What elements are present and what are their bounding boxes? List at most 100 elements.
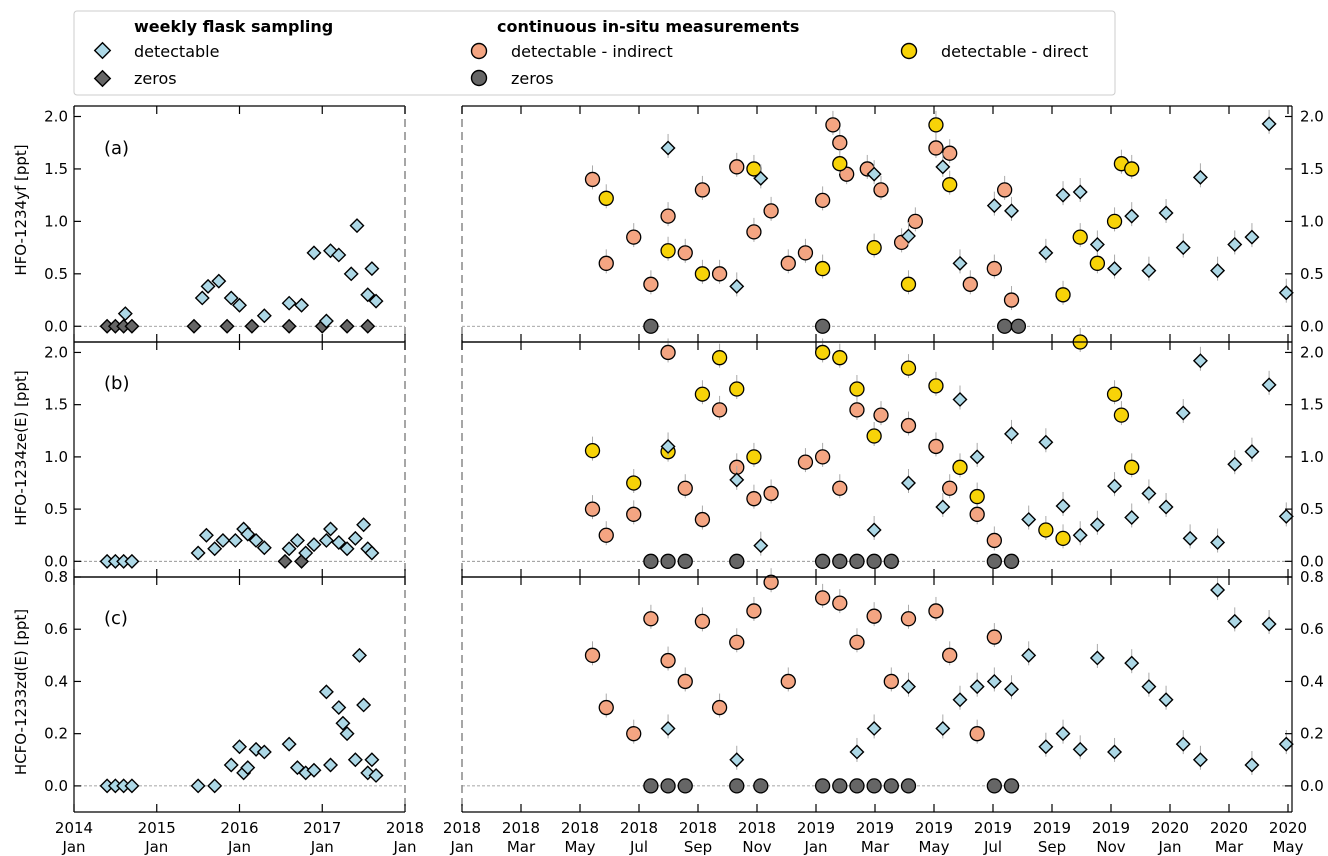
flask-detectable-point: [331, 535, 347, 551]
insitu-indirect-point: [928, 140, 944, 156]
insitu-direct-point: [660, 243, 676, 259]
flask-detectable-point: [323, 521, 339, 537]
flask-detectable-point: [729, 752, 745, 768]
flask-detectable-point: [866, 720, 882, 736]
insitu-direct-point: [1072, 229, 1088, 245]
insitu-indirect-point: [763, 485, 779, 502]
flask-detectable-point: [1021, 512, 1037, 528]
flask-detectable-point: [198, 527, 214, 543]
y-tick-label-left: 0.0: [44, 777, 68, 795]
flask-detectable-point: [306, 537, 322, 553]
flask-detectable-point: [232, 297, 247, 313]
flask-detectable-point: [318, 684, 334, 700]
insitu-zero-point: [643, 553, 659, 569]
insitu-direct-point: [849, 381, 865, 397]
flask-detectable-point: [1227, 456, 1243, 472]
legend-insitu-indirect-label: detectable - indirect: [511, 42, 673, 61]
flask-detectable-point: [368, 767, 384, 783]
insitu-indirect-point: [832, 135, 848, 151]
x-tick-label-month: Jan: [449, 838, 473, 856]
x-tick-label-year: 2018: [620, 819, 658, 837]
panel-b-ylabel: HFO-1234ze(E) [ppt]: [12, 370, 30, 525]
flask-detectable-point: [1244, 444, 1260, 460]
x-tick-label-year: 2018: [679, 819, 717, 837]
x-tick-label-month: Nov: [1096, 838, 1125, 856]
flask-detectable-point: [969, 679, 985, 695]
y-tick-label-left: 2.0: [44, 343, 68, 361]
flask-detectable-point: [223, 290, 239, 306]
insitu-direct-point: [1055, 530, 1071, 547]
insitu-indirect-point: [660, 208, 676, 224]
y-tick-label-left: 1.5: [44, 396, 68, 414]
insitu-indirect-point: [832, 595, 848, 611]
flask-detectable-point: [849, 744, 865, 760]
flask-detectable-point: [240, 760, 256, 776]
panel-c-letter: (c): [104, 608, 128, 629]
legend-frame: [73, 10, 1116, 96]
flask-detectable-point: [294, 297, 310, 313]
flask-detectable-point: [1038, 245, 1054, 261]
insitu-indirect-point: [986, 260, 1002, 277]
insitu-indirect-point: [969, 506, 985, 522]
flask-detectable-point: [1089, 236, 1105, 252]
insitu-indirect-point: [883, 673, 899, 690]
insitu-indirect-point: [849, 402, 865, 418]
y-tick-label-left: 1.5: [44, 160, 68, 178]
insitu-indirect-point: [677, 673, 693, 690]
flask-detectable-point: [347, 752, 363, 768]
flask-detectable-point: [281, 541, 297, 557]
x-tick-label-month: Jan: [392, 838, 416, 856]
flask-detectable-point: [1072, 741, 1088, 757]
flask-detectable-point: [935, 159, 951, 175]
y-tick-label-right: 0.0: [1300, 777, 1324, 795]
x-tick-label-month: Mar: [1215, 838, 1244, 856]
insitu-zero-point: [1010, 318, 1027, 334]
insitu-indirect-point: [711, 266, 728, 282]
insitu-indirect-point: [763, 574, 779, 590]
insitu-indirect-point: [928, 438, 944, 455]
insitu-indirect-point: [900, 417, 917, 434]
flask-detectable-point: [1192, 169, 1208, 185]
y-tick-label-right: 1.0: [1300, 448, 1324, 466]
flask-detectable-point: [753, 170, 769, 186]
insitu-direct-point: [900, 360, 917, 376]
insitu-indirect-point: [711, 699, 728, 716]
x-tick-label-year: 2019: [915, 819, 953, 837]
flask-detectable-point: [1124, 655, 1140, 671]
insitu-direct-point: [626, 475, 642, 491]
insitu-indirect-point: [780, 673, 796, 690]
flask-detectable-point: [1175, 240, 1191, 256]
insitu-zero-point: [643, 778, 659, 794]
flask-detectable-point: [349, 218, 365, 234]
insitu-indirect-point: [763, 203, 779, 219]
insitu-zero-point: [849, 778, 865, 794]
insitu-direct-point: [1089, 255, 1106, 271]
flask-detectable-point: [343, 266, 359, 282]
insitu-zero-point: [1003, 553, 1020, 569]
insitu-indirect-point: [584, 171, 601, 188]
flask-detectable-point: [1004, 426, 1020, 442]
legend: weekly flask sampling continuous in-situ…: [73, 10, 1116, 96]
insitu-indirect-point: [643, 611, 659, 627]
insitu-direct-point: [952, 459, 968, 475]
y-tick-label-right: 1.5: [1300, 396, 1324, 414]
flask-detectable-point: [1124, 509, 1140, 525]
insitu-indirect-point: [942, 647, 958, 663]
flask-detectable-point: [331, 700, 347, 716]
insitu-zero-point: [986, 778, 1002, 794]
flask-detectable-point: [1107, 261, 1123, 277]
flask-detectable-point: [935, 499, 951, 515]
insitu-indirect-point: [598, 527, 614, 543]
insitu-indirect-point: [986, 629, 1002, 645]
insitu-zero-point: [660, 553, 676, 569]
y-tick-label-right: 0.5: [1300, 500, 1324, 518]
flask-detectable-point: [1210, 263, 1226, 279]
insitu-indirect-point: [969, 726, 985, 742]
insitu-direct-point: [584, 442, 601, 459]
flask-detectable-point: [200, 278, 216, 294]
insitu-indirect-point: [907, 213, 924, 230]
insitu-zero-point: [753, 778, 769, 794]
flask-detectable-point: [1124, 208, 1140, 224]
legend-insitu-zeros-label: zeros: [511, 69, 554, 88]
flask-detectable-point: [900, 475, 916, 491]
